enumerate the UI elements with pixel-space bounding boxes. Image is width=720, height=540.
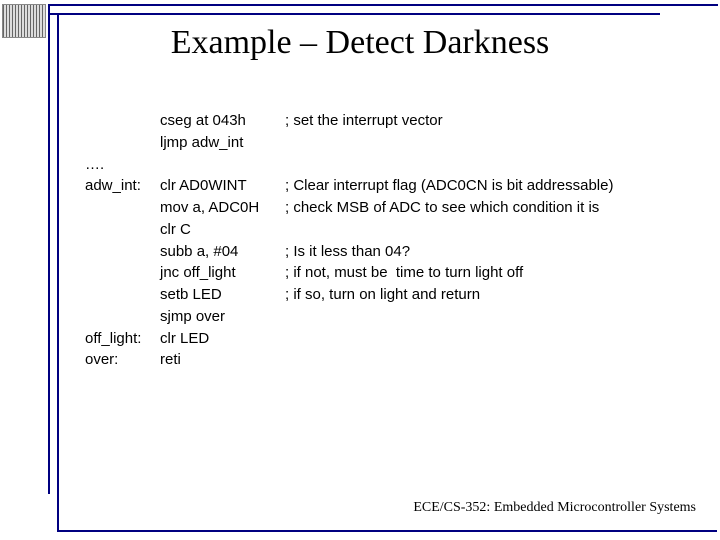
code-line: mov a, ADC0H; check MSB of ADC to see wh… xyxy=(85,197,613,219)
code-comment: ; if not, must be time to turn light off xyxy=(285,264,523,281)
code-label: …. xyxy=(85,154,160,176)
code-line: jnc off_light; if not, must be time to t… xyxy=(85,262,613,284)
code-line: sjmp over xyxy=(85,306,613,328)
code-instruction: clr LED xyxy=(160,328,285,350)
code-instruction: setb LED xyxy=(160,284,285,306)
code-instruction: reti xyxy=(160,349,285,371)
decor-line xyxy=(57,530,717,532)
code-instruction: subb a, #04 xyxy=(160,241,285,263)
code-line: subb a, #04; Is it less than 04? xyxy=(85,241,613,263)
code-instruction: ljmp adw_int xyxy=(160,132,285,154)
code-line: …. xyxy=(85,154,613,176)
code-comment: ; if so, turn on light and return xyxy=(285,286,480,303)
code-line: ljmp adw_int xyxy=(85,132,613,154)
code-comment: ; check MSB of ADC to see which conditio… xyxy=(285,199,599,216)
slide-title: Example – Detect Darkness xyxy=(0,24,720,62)
code-comment: ; Is it less than 04? xyxy=(285,243,410,260)
code-instruction: clr C xyxy=(160,219,285,241)
code-instruction: sjmp over xyxy=(160,306,285,328)
code-line: cseg at 043h; set the interrupt vector xyxy=(85,110,613,132)
code-comment: ; Clear interrupt flag (ADC0CN is bit ad… xyxy=(285,177,613,194)
code-instruction: mov a, ADC0H xyxy=(160,197,285,219)
decor-line xyxy=(48,13,660,15)
code-instruction: jnc off_light xyxy=(160,262,285,284)
code-comment: ; set the interrupt vector xyxy=(285,112,443,129)
code-label: adw_int: xyxy=(85,175,160,197)
decor-line xyxy=(48,4,50,494)
code-line: setb LED; if so, turn on light and retur… xyxy=(85,284,613,306)
slide-footer: ECE/CS-352: Embedded Microcontroller Sys… xyxy=(413,500,696,516)
code-block: cseg at 043h; set the interrupt vectorlj… xyxy=(85,110,613,371)
code-line: off_light:clr LED xyxy=(85,328,613,350)
code-line: over:reti xyxy=(85,349,613,371)
code-line: adw_int:clr AD0WINT; Clear interrupt fla… xyxy=(85,175,613,197)
code-instruction: cseg at 043h xyxy=(160,110,285,132)
decor-line xyxy=(48,4,718,6)
code-label: off_light: xyxy=(85,328,160,350)
code-line: clr C xyxy=(85,219,613,241)
decor-line xyxy=(57,13,59,532)
code-instruction: clr AD0WINT xyxy=(160,175,285,197)
code-label: over: xyxy=(85,349,160,371)
